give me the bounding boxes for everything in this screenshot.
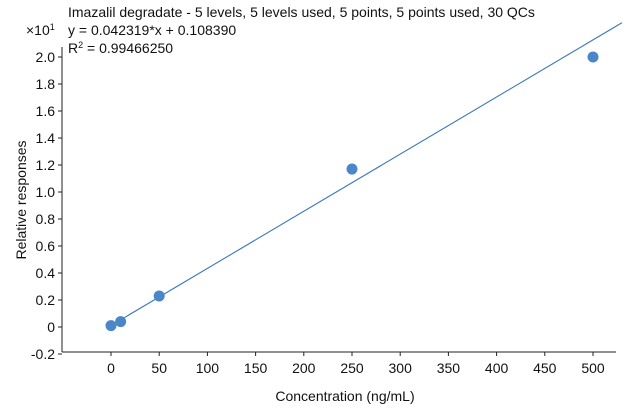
data-point bbox=[153, 290, 165, 302]
data-point bbox=[115, 316, 127, 328]
y-tick-label: 0 bbox=[47, 319, 55, 335]
x-tick-label: 200 bbox=[292, 360, 316, 376]
fit-equation: y = 0.042319*x + 0.108390 bbox=[68, 22, 237, 38]
y-tick-label: 1.4 bbox=[36, 130, 56, 146]
r-squared: R2 = 0.99466250 bbox=[68, 40, 173, 56]
fit-line-group bbox=[110, 22, 623, 327]
chart-title: Imazalil degradate - 5 levels, 5 levels … bbox=[68, 4, 535, 20]
x-tick-label: 250 bbox=[340, 360, 364, 376]
x-axis: 0 50 100 150 200 250 300 350 400 450 500 bbox=[62, 351, 616, 376]
y-tick-label: 1.2 bbox=[36, 157, 56, 173]
y-tick-label: 2.0 bbox=[36, 49, 56, 65]
multiplier-base: ×10 bbox=[26, 22, 50, 38]
data-point bbox=[346, 163, 358, 175]
x-tick-label: 450 bbox=[533, 360, 557, 376]
y-axis-multiplier: ×101 bbox=[26, 22, 55, 38]
x-tick-label: 500 bbox=[581, 360, 605, 376]
x-tick-label: 350 bbox=[437, 360, 461, 376]
r-squared-exponent: 2 bbox=[78, 40, 84, 50]
y-tick-label: 1.0 bbox=[36, 184, 56, 200]
x-tick-label: 300 bbox=[389, 360, 413, 376]
x-tick-label: 50 bbox=[151, 360, 167, 376]
data-point bbox=[587, 51, 599, 63]
y-tick-label: 0.6 bbox=[36, 238, 56, 254]
x-tick-label: 150 bbox=[244, 360, 268, 376]
y-tick-label: 1.8 bbox=[36, 76, 56, 92]
x-tick-label: 0 bbox=[107, 360, 115, 376]
multiplier-exponent: 1 bbox=[49, 22, 55, 32]
data-points bbox=[105, 51, 599, 332]
y-tick-label: 1.6 bbox=[36, 103, 56, 119]
r-squared-prefix: R bbox=[68, 40, 79, 56]
y-axis-label: Relative responses bbox=[13, 140, 29, 259]
fit-line bbox=[110, 22, 623, 327]
y-tick-label: -0.2 bbox=[31, 346, 55, 362]
y-tick-label: 0.2 bbox=[36, 292, 56, 308]
y-tick-label: 0.8 bbox=[36, 211, 56, 227]
y-tick-label: 0.4 bbox=[36, 265, 56, 281]
y-axis: -0.2 0 0.2 0.4 0.6 0.8 1.0 1.2 1.4 1.6 1.8 2.0 bbox=[31, 47, 63, 362]
data-point bbox=[105, 320, 117, 332]
x-axis-label: Concentration (ng/mL) bbox=[275, 388, 414, 404]
x-tick-label: 100 bbox=[196, 360, 220, 376]
r-squared-value: = 0.99466250 bbox=[83, 40, 174, 56]
x-tick-label: 400 bbox=[485, 360, 509, 376]
